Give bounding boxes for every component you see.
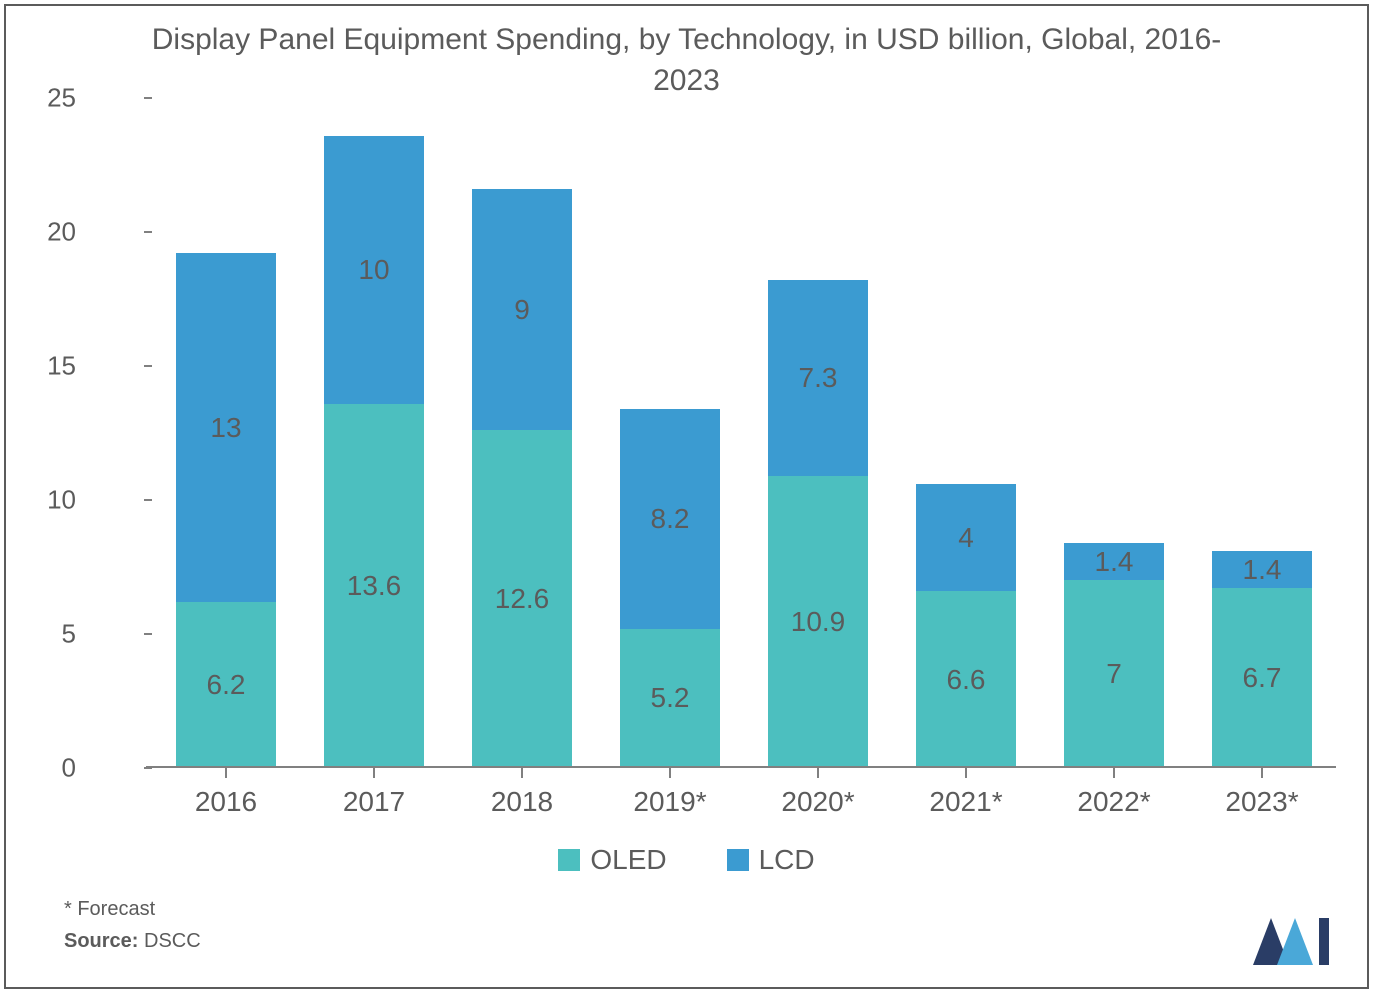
chart-title: Display Panel Equipment Spending, by Tec…: [6, 6, 1367, 107]
y-tick-label: 25: [26, 83, 76, 114]
y-tick-label: 5: [26, 619, 76, 650]
plot-area: 0510152025 6.213201613.610201712.6920185…: [86, 98, 1336, 768]
brand-logo: [1253, 910, 1343, 965]
footnote-forecast: * Forecast: [64, 893, 201, 925]
bar-value-label: 9: [472, 294, 572, 326]
bar-value-label: 7: [1064, 658, 1164, 690]
x-tick-label: 2018: [442, 768, 602, 818]
source-label: Source:: [64, 930, 138, 952]
bar-value-label: 6.2: [176, 669, 276, 701]
legend-item-lcd: LCD: [727, 844, 815, 876]
bar-value-label: 1.4: [1064, 546, 1164, 578]
y-axis: 0510152025: [86, 98, 146, 768]
x-axis-line: [146, 766, 1336, 768]
x-tick-label: 2020*: [738, 768, 898, 818]
bar-value-label: 7.3: [768, 362, 868, 394]
legend-label: LCD: [759, 844, 815, 876]
bar-value-label: 8.2: [620, 503, 720, 535]
y-tick-label: 15: [26, 351, 76, 382]
bar-value-label: 13: [176, 412, 276, 444]
y-tick-label: 0: [26, 753, 76, 784]
bar-value-label: 1.4: [1212, 554, 1312, 586]
bars-region: 6.213201613.610201712.6920185.28.22019*1…: [146, 98, 1336, 768]
bar-value-label: 6.7: [1212, 662, 1312, 694]
legend-item-oled: OLED: [558, 844, 666, 876]
legend-swatch: [727, 849, 749, 871]
x-tick-label: 2019*: [590, 768, 750, 818]
bar-value-label: 4: [916, 522, 1016, 554]
legend-swatch: [558, 849, 580, 871]
bar-value-label: 13.6: [324, 570, 424, 602]
x-tick-label: 2017: [294, 768, 454, 818]
bar-value-label: 12.6: [472, 583, 572, 615]
source-value: DSCC: [138, 930, 200, 952]
legend: OLED LCD: [6, 844, 1367, 878]
x-tick-label: 2016: [146, 768, 306, 818]
y-tick-label: 20: [26, 217, 76, 248]
bar-value-label: 6.6: [916, 664, 1016, 696]
x-tick-label: 2023*: [1182, 768, 1342, 818]
x-tick-label: 2021*: [886, 768, 1046, 818]
footnotes: * Forecast Source: DSCC: [64, 893, 201, 957]
bar-value-label: 10.9: [768, 606, 868, 638]
legend-label: OLED: [590, 844, 666, 876]
bar-value-label: 5.2: [620, 682, 720, 714]
bar-value-label: 10: [324, 254, 424, 286]
footnote-source: Source: DSCC: [64, 925, 201, 957]
y-tick-label: 10: [26, 485, 76, 516]
chart-container: Display Panel Equipment Spending, by Tec…: [4, 4, 1369, 989]
x-tick-label: 2022*: [1034, 768, 1194, 818]
